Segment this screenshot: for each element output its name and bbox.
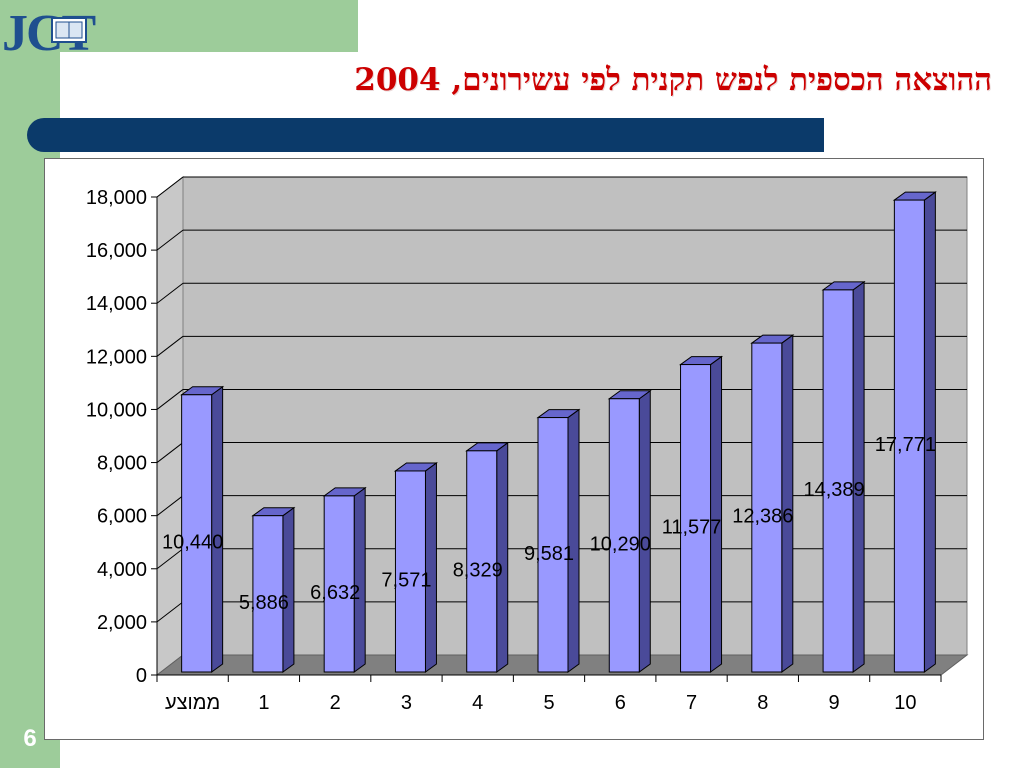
gridline-diagonal xyxy=(156,229,184,251)
book-icon xyxy=(51,17,87,43)
bar xyxy=(252,515,284,673)
slide-title: ההוצאה הכספית לנפש תקנית לפי עשירונים, 2… xyxy=(354,62,992,98)
bar-side xyxy=(638,389,651,673)
bar xyxy=(537,417,569,673)
bar-side xyxy=(710,355,723,673)
bar-side xyxy=(424,461,437,673)
bar xyxy=(822,289,854,673)
data-label: 10,290 xyxy=(590,533,651,555)
data-label: 6,632 xyxy=(310,582,360,604)
gridline-diagonal xyxy=(156,282,184,304)
x-tick-label: 5 xyxy=(543,692,554,714)
bar-side xyxy=(496,441,509,673)
y-tick-label: 0 xyxy=(136,665,147,687)
y-tick-label: 18,000 xyxy=(86,187,147,209)
bar-side xyxy=(211,385,224,673)
x-tick-label: ממוצע xyxy=(165,692,220,714)
bar-chart: 0 2,000 4,000 6,000 8,000 10,000 12,000 14,000 1… xyxy=(86,175,969,714)
jct-logo: JCT xyxy=(2,5,98,56)
bar xyxy=(323,495,355,673)
decorative-bar xyxy=(27,118,824,152)
page-number: 6 xyxy=(23,725,37,752)
y-tick-label: 16,000 xyxy=(86,240,147,262)
bar-side xyxy=(353,486,366,673)
x-tick-label: 7 xyxy=(686,692,697,714)
gridline-diagonal xyxy=(156,548,184,570)
bar xyxy=(893,199,925,673)
x-tick-label: 4 xyxy=(472,692,483,714)
data-label: 5,886 xyxy=(239,592,289,614)
x-tick-label: 9 xyxy=(829,692,840,714)
bar-side xyxy=(781,334,794,673)
gridline-diagonal xyxy=(156,176,184,198)
y-tick-label: 10,000 xyxy=(86,399,147,421)
x-tick-label: 2 xyxy=(330,692,341,714)
bar xyxy=(466,450,498,673)
x-tick-label: 1 xyxy=(258,692,269,714)
data-label: 14,389 xyxy=(804,479,865,501)
y-tick-label: 4,000 xyxy=(97,559,147,581)
y-tick-label: 14,000 xyxy=(86,293,147,315)
gridline-diagonal xyxy=(156,389,184,410)
gridline-diagonal xyxy=(156,442,184,463)
gridline-diagonal xyxy=(156,335,184,357)
plot-side-wall xyxy=(156,175,184,677)
data-label: 9,581 xyxy=(524,543,574,565)
y-tick-label: 6,000 xyxy=(97,506,147,528)
bar-side xyxy=(282,506,295,673)
bar xyxy=(181,394,213,673)
y-tick-label: 12,000 xyxy=(86,346,147,368)
x-tick-label: 8 xyxy=(757,692,768,714)
chart-container: 0 2,000 4,000 6,000 8,000 10,000 12,000 14,000 1… xyxy=(44,158,984,740)
data-label: 7,571 xyxy=(381,569,431,591)
data-label: 12,386 xyxy=(732,506,793,528)
bar xyxy=(751,342,783,673)
data-label: 8,329 xyxy=(453,559,503,581)
data-label: 10,440 xyxy=(162,531,223,553)
data-label: 17,771 xyxy=(875,434,936,456)
x-tick-label: 10 xyxy=(894,692,916,714)
bar xyxy=(680,364,712,673)
data-label: 11,577 xyxy=(662,516,722,538)
y-tick-label: 2,000 xyxy=(97,612,147,634)
x-tick-label: 3 xyxy=(401,692,412,714)
bar-side xyxy=(852,280,865,673)
y-tick-label: 8,000 xyxy=(97,453,147,475)
bar xyxy=(608,398,640,673)
bar-side xyxy=(923,191,936,673)
bar xyxy=(394,470,426,673)
gridline-diagonal xyxy=(156,601,184,623)
bar-side xyxy=(567,408,580,673)
x-tick-label: 6 xyxy=(615,692,626,714)
gridline-diagonal xyxy=(156,495,184,517)
